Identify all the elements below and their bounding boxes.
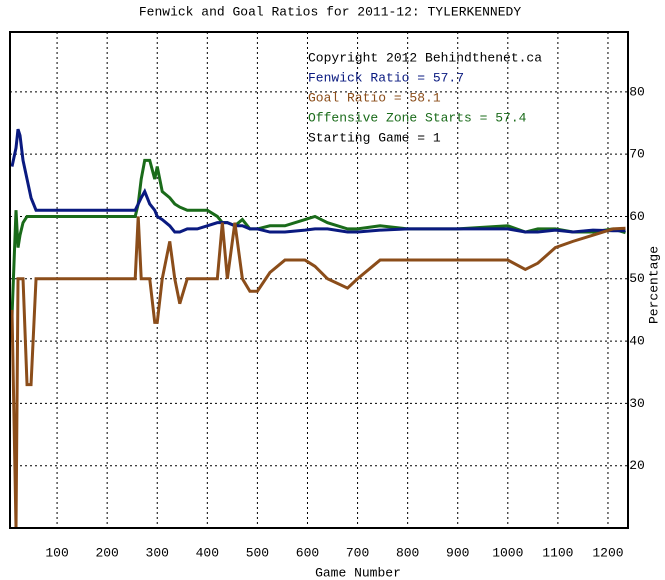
- x-tick-label: 100: [45, 545, 68, 560]
- y-tick-label: 50: [629, 271, 645, 286]
- y-tick-label: 80: [629, 84, 645, 99]
- legend-entry: Fenwick Ratio = 57.7: [308, 70, 464, 85]
- y-axis-label: Percentage: [646, 246, 661, 324]
- x-tick-label: 900: [446, 545, 469, 560]
- x-tick-label: 1100: [542, 545, 573, 560]
- x-tick-label: 800: [396, 545, 419, 560]
- x-axis-label: Game Number: [315, 565, 401, 580]
- x-tick-label: 600: [296, 545, 319, 560]
- y-tick-label: 60: [629, 209, 645, 224]
- x-tick-label: 300: [146, 545, 169, 560]
- x-tick-label: 500: [246, 545, 269, 560]
- legend-entry: Goal Ratio = 58.1: [308, 90, 441, 105]
- x-tick-label: 700: [346, 545, 369, 560]
- plot-border: [9, 31, 629, 529]
- y-tick-label: 40: [629, 334, 645, 349]
- y-tick-label: 70: [629, 147, 645, 162]
- series-line: [10, 128, 626, 234]
- x-tick-label: 1200: [592, 545, 623, 560]
- series-line: [10, 216, 626, 529]
- x-tick-label: 400: [196, 545, 219, 560]
- x-tick-label: 200: [95, 545, 118, 560]
- x-tick-label: 1000: [492, 545, 523, 560]
- legend-entry: Offensive Zone Starts = 57.4: [308, 110, 527, 125]
- y-tick-label: 30: [629, 396, 645, 411]
- annotation: Copyright 2012 Behindthenet.ca: [308, 50, 542, 65]
- annotation: Starting Game = 1: [308, 130, 441, 145]
- y-tick-label: 20: [629, 458, 645, 473]
- chart-title: Fenwick and Goal Ratios for 2011-12: TYL…: [139, 4, 521, 19]
